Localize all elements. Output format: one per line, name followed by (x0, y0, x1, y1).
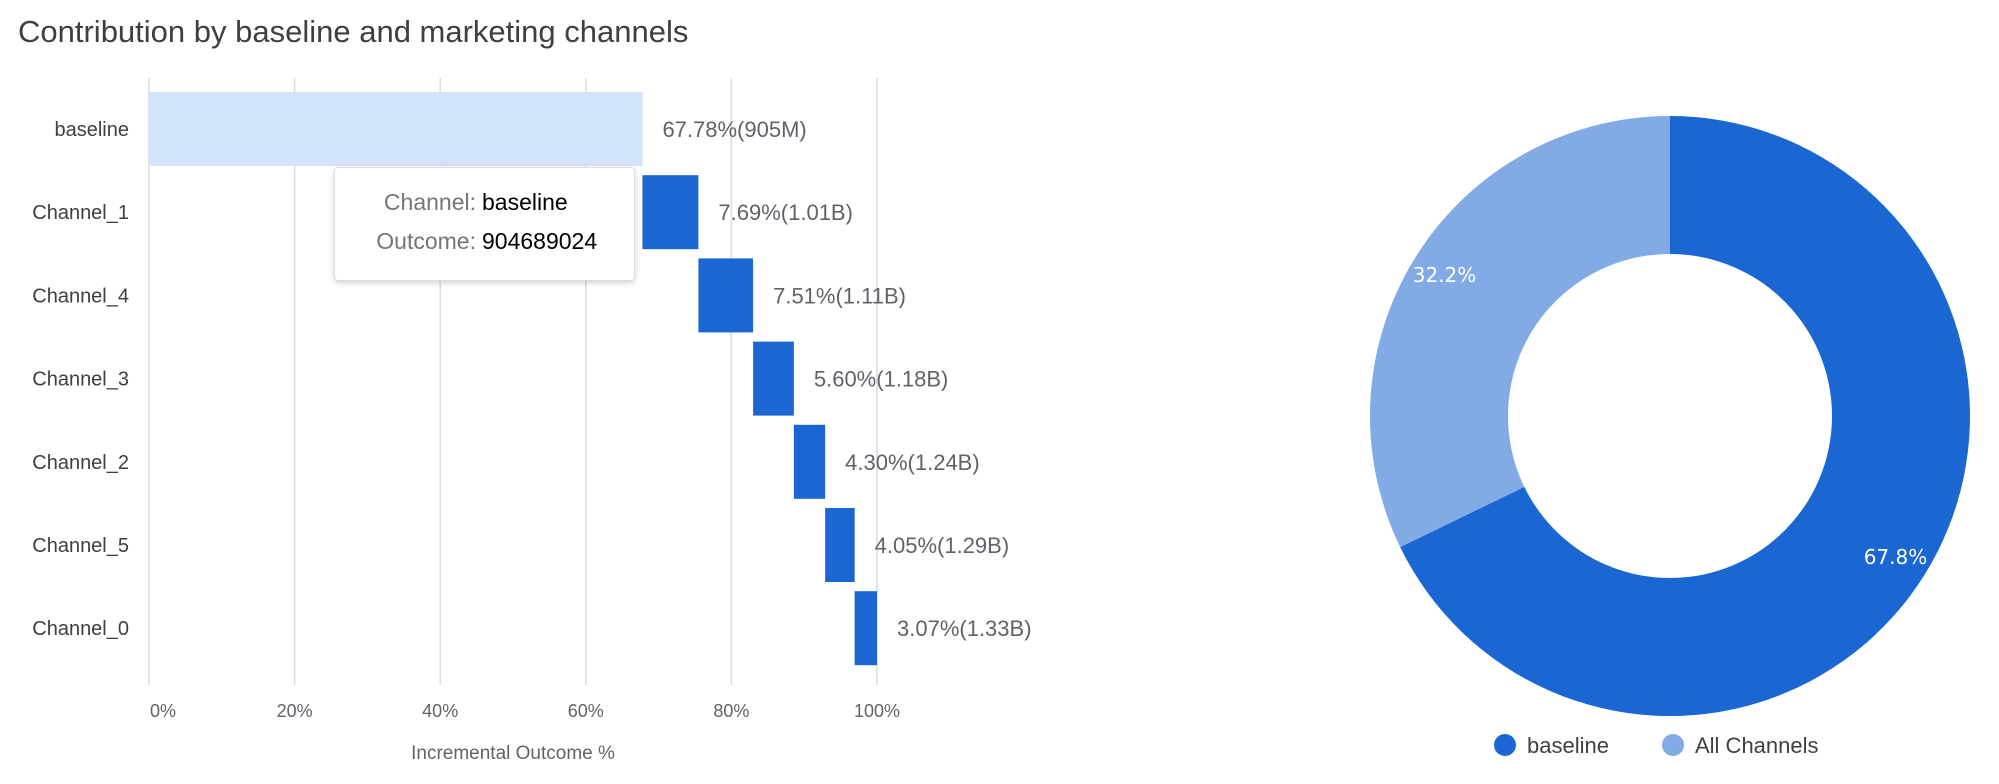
x-tick-label: 40% (422, 701, 458, 721)
data-label: 7.69%(1.01B) (718, 200, 853, 225)
tooltip-outcome-value: 904689024 (482, 228, 598, 254)
data-label: 3.07%(1.33B) (897, 616, 1032, 641)
donut-label: 67.8% (1864, 545, 1928, 569)
bar-channel_1 (642, 175, 699, 250)
x-tick-label: 80% (713, 701, 749, 721)
tooltip-channel-label: Channel: (383, 189, 476, 215)
x-tick-label: 0% (150, 701, 176, 721)
y-tick-label: Channel_4 (32, 285, 129, 307)
legend-marker-icon (1494, 734, 1516, 756)
y-tick-label: Channel_0 (32, 618, 129, 640)
donut-label: 32.2% (1413, 263, 1477, 287)
x-tick-label: 60% (568, 701, 604, 721)
tooltip-outcome-label: Outcome: (376, 228, 476, 254)
bar-channel_2 (793, 424, 826, 499)
data-label: 7.51%(1.11B) (773, 283, 906, 308)
x-axis-title: Incremental Outcome % (411, 743, 615, 764)
legend-item: baseline (1527, 733, 1609, 758)
legend-marker-icon (1662, 734, 1684, 756)
data-label: 4.05%(1.29B) (875, 533, 1010, 558)
tooltip: Channel: baseline Outcome: 904689024 (334, 167, 635, 281)
bar-channel_3 (753, 341, 794, 416)
data-label: 5.60%(1.18B) (814, 367, 949, 392)
y-tick-label: Channel_5 (32, 535, 129, 557)
tooltip-channel-value: baseline (482, 189, 568, 215)
data-label: 4.30%(1.24B) (845, 450, 980, 475)
bar-baseline (149, 92, 643, 166)
y-tick-label: Channel_3 (32, 369, 129, 391)
donut-slice-baseline (1400, 116, 1971, 717)
y-tick-label: Channel_1 (32, 202, 129, 224)
x-tick-label: 100% (854, 701, 900, 721)
y-tick-label: Channel_2 (32, 452, 129, 474)
chart-title: Contribution by baseline and marketing c… (18, 14, 689, 49)
data-label: 67.78%(905M) (662, 117, 806, 142)
legend-item: All Channels (1695, 733, 1819, 758)
bar-channel_0 (854, 591, 877, 666)
bar-channel_5 (825, 508, 855, 582)
bar-channel_4 (698, 258, 754, 333)
x-tick-label: 20% (277, 701, 313, 721)
y-tick-label: baseline (54, 119, 129, 141)
donut-slice-all-channels (1370, 116, 1670, 548)
